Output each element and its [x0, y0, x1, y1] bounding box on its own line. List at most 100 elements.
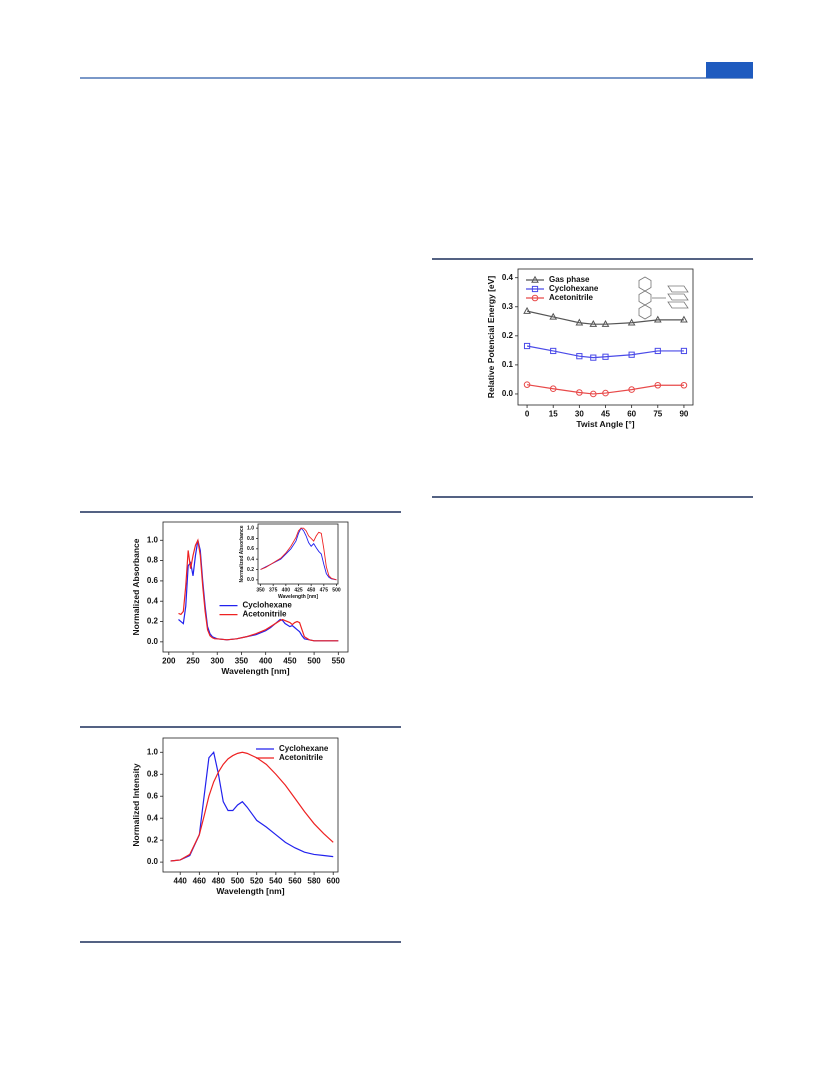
y-tick-label: 1.0 — [247, 525, 254, 531]
x-tick-label: 520 — [250, 877, 264, 886]
y-tick-label: 0.0 — [502, 389, 514, 398]
marker — [602, 353, 609, 360]
marker — [523, 306, 531, 314]
marker — [523, 342, 531, 350]
x-tick-label: 250 — [186, 657, 200, 666]
x-tick-label: 560 — [288, 877, 302, 886]
marker — [523, 381, 531, 388]
marker — [680, 381, 688, 389]
x-axis-label: Wavelength [nm] — [221, 666, 289, 676]
y-tick-label: 0.1 — [502, 360, 514, 369]
legend-label: Gas phase — [549, 275, 590, 284]
series-line — [260, 527, 337, 581]
marker — [589, 319, 598, 327]
y-tick-label: 0.0 — [247, 577, 254, 583]
legend-label: Acetonitrile — [549, 293, 594, 302]
series-line — [526, 345, 684, 359]
y-tick-label: 1.0 — [147, 747, 159, 756]
y-tick-label: 0.2 — [247, 567, 254, 573]
marker — [627, 318, 636, 326]
marker — [602, 389, 609, 397]
series-line — [526, 384, 684, 395]
legend-label: Cyclohexane — [549, 284, 599, 293]
y-tick-label: 0.8 — [147, 769, 159, 778]
x-tick-label: 45 — [601, 410, 610, 419]
x-tick-label: 480 — [212, 877, 226, 886]
x-tick-label: 400 — [259, 657, 273, 666]
y-tick-label: 0.0 — [147, 857, 159, 866]
marker — [531, 275, 539, 283]
marker — [590, 354, 597, 361]
x-tick-label: 60 — [627, 410, 636, 419]
x-tick-label: 475 — [320, 587, 329, 593]
marker — [654, 347, 661, 355]
x-tick-label: 350 — [235, 657, 249, 666]
y-tick-label: 0.2 — [147, 617, 159, 626]
x-tick-label: 300 — [211, 657, 225, 666]
x-tick-label: 30 — [575, 410, 584, 419]
x-tick-label: 0 — [525, 410, 530, 419]
marker — [531, 294, 539, 302]
series-line — [526, 310, 684, 325]
y-tick-label: 0.8 — [147, 556, 159, 565]
marker — [628, 386, 635, 393]
y-tick-label: 1.0 — [147, 535, 159, 544]
molecule-icon — [638, 276, 689, 320]
y-tick-label: 0.6 — [147, 791, 159, 800]
y-tick-label: 0.3 — [502, 302, 514, 311]
legend-label: Cyclohexane — [243, 601, 293, 610]
plot-frame — [162, 521, 349, 653]
legend-label: Acetonitrile — [243, 610, 288, 619]
legend-label: Acetonitrile — [279, 753, 324, 762]
y-tick-label: 0.2 — [147, 835, 159, 844]
x-tick-label: 600 — [327, 877, 341, 886]
x-tick-label: 540 — [269, 877, 283, 886]
marker — [589, 390, 597, 398]
marker — [549, 312, 558, 320]
plot-frame — [517, 268, 694, 406]
y-axis-label: Relative Potencial Energy [eV] — [486, 276, 496, 399]
x-tick-label: 450 — [307, 587, 316, 593]
x-tick-label: 400 — [282, 587, 291, 593]
marker — [653, 315, 662, 323]
marker — [531, 285, 539, 293]
x-tick-label: 15 — [549, 410, 558, 419]
series-line — [178, 538, 339, 642]
marker — [575, 318, 584, 326]
marker — [680, 347, 688, 355]
marker — [680, 315, 688, 323]
y-tick-label: 0.4 — [247, 557, 254, 563]
x-tick-label: 425 — [294, 587, 303, 593]
marker — [550, 347, 557, 355]
series-line — [170, 750, 334, 862]
plot-frame — [162, 737, 339, 873]
marker — [654, 381, 662, 389]
series-line — [170, 751, 334, 862]
x-tick-label: 200 — [162, 657, 176, 666]
x-tick-label: 500 — [307, 657, 321, 666]
x-tick-label: 450 — [283, 657, 297, 666]
marker — [576, 389, 583, 396]
marker — [576, 353, 583, 360]
legend-label: Cyclohexane — [279, 744, 329, 753]
x-tick-label: 580 — [307, 877, 321, 886]
marker — [601, 319, 610, 327]
x-tick-label: 440 — [174, 877, 188, 886]
x-tick-label: 90 — [679, 410, 688, 419]
x-tick-label: 500 — [332, 587, 341, 593]
y-tick-label: 0.4 — [147, 596, 159, 605]
x-tick-label: 500 — [231, 877, 245, 886]
y-axis-label: Normalized Absorbance — [131, 538, 141, 635]
x-axis-label: Wavelength [nm] — [278, 594, 318, 600]
y-axis-label: Normalized Intensity — [131, 763, 141, 846]
y-tick-label: 0.4 — [147, 813, 159, 822]
x-axis-label: Wavelength [nm] — [216, 886, 284, 896]
x-tick-label: 375 — [269, 587, 278, 593]
y-axis-label: Normalized Absorbance — [239, 525, 245, 582]
y-tick-label: 0.2 — [502, 331, 514, 340]
x-tick-label: 550 — [332, 657, 346, 666]
marker — [549, 385, 557, 393]
y-tick-label: 0.4 — [502, 273, 514, 282]
series-line — [260, 527, 337, 581]
